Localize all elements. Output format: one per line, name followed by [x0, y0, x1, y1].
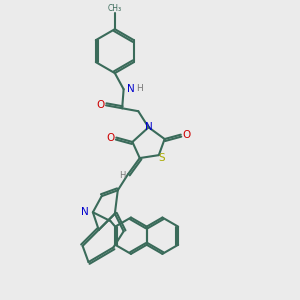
Text: N: N — [127, 84, 135, 94]
Text: CH₃: CH₃ — [108, 4, 122, 13]
Text: H: H — [120, 171, 126, 180]
Text: N: N — [81, 207, 88, 217]
Text: N: N — [145, 122, 152, 132]
Text: O: O — [182, 130, 191, 140]
Text: O: O — [96, 100, 104, 110]
Text: H: H — [136, 84, 143, 93]
Text: O: O — [106, 133, 115, 142]
Text: S: S — [158, 153, 165, 163]
